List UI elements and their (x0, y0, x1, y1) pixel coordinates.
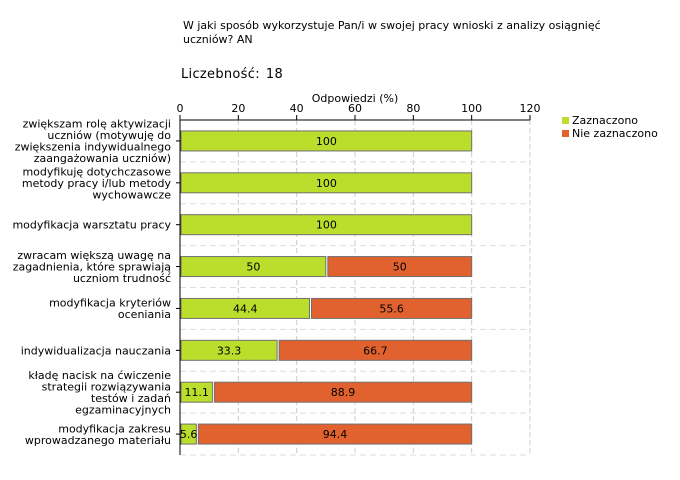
category-label-line: zwracam większą uwagę na (17, 249, 171, 262)
bar-zaznaczono (180, 214, 473, 236)
bar-value-label: 100 (316, 177, 337, 190)
x-tick-label: 40 (290, 102, 304, 115)
bar-nie-zaznaczono (197, 423, 473, 445)
category-label-line: wprowadzanego materiału (25, 434, 171, 447)
category-label-line: strategii rozwiązywania (42, 380, 171, 393)
x-axis-title: Odpowiedzi (%) (312, 92, 399, 105)
bar-value-label: 94.4 (323, 428, 348, 441)
legend-swatch (562, 117, 569, 124)
bar-nie-zaznaczono (213, 381, 473, 403)
category-label-line: modyfikacja zakresu (58, 422, 171, 435)
category-label: kładę nacisk na ćwiczenie strategii rozwi… (28, 369, 171, 417)
bar-zaznaczono (180, 297, 310, 319)
category-label-line: zwiększenia indywidualnego (15, 141, 172, 154)
bar-zaznaczono (180, 381, 213, 403)
category-label: modyfikacja kryteriów oceniania (49, 297, 171, 322)
category-label-line: metody pracy i/lub metody (22, 177, 172, 190)
bar-value-label: 33.3 (217, 344, 242, 357)
bar-nie-zaznaczono (327, 256, 473, 278)
category-label: modyfikacja zakresu wprowadzanego materia… (25, 422, 171, 447)
bar-value-label: 55.6 (379, 302, 404, 315)
category-label: zwiększam rolę aktywizacji uczniów (motyw… (15, 118, 172, 166)
x-tick-label: 60 (348, 102, 362, 115)
category-label-line: uczniom trudność (73, 272, 171, 285)
bar-value-label: 50 (393, 261, 407, 274)
sample-size-value: 18 (265, 67, 284, 82)
category-label: modyfikuję dotychczasowe metody pracy i/l… (22, 165, 172, 201)
category-label-line: zwiększam rolę aktywizacji (23, 118, 171, 131)
category-label-line: indywidualizacja nauczania (21, 344, 171, 357)
bar-zaznaczono (180, 130, 473, 152)
bar-nie-zaznaczono (311, 297, 473, 319)
bar-value-label: 66.7 (363, 344, 388, 357)
category-label: zwracam większą uwagę na zagadnienia, któ… (13, 249, 172, 285)
x-tick-label: 120 (520, 102, 541, 115)
bar-zaznaczono (180, 256, 327, 278)
category-label-line: zagadnienia, które sprawiają (13, 261, 172, 274)
bar-zaznaczono (180, 423, 197, 445)
bar-value-label: 50 (246, 261, 260, 274)
chart-title: W jaki sposób wykorzystuje Pan/i w swoje… (183, 19, 601, 46)
category-label-line: kładę nacisk na ćwiczenie (28, 369, 171, 382)
x-tick-label: 100 (461, 102, 482, 115)
sample-size: Liczebność: 18 (181, 67, 283, 82)
bar-nie-zaznaczono (278, 339, 473, 361)
x-tick-label: 80 (406, 102, 420, 115)
bar-value-label: 100 (316, 219, 337, 232)
category-label-line: egzaminacyjnych (75, 403, 171, 416)
bar-value-label: 100 (316, 135, 337, 148)
category-label-line: modyfikacja kryteriów (49, 297, 171, 310)
category-label-line: oceniania (118, 308, 171, 321)
bar-value-label: 88.9 (331, 386, 356, 399)
category-label-line: uczniów (motywuję do (47, 129, 171, 142)
x-tick-label: 20 (231, 102, 245, 115)
bar-value-label: 11.1 (184, 386, 209, 399)
legend-swatch (562, 130, 569, 137)
category-label-line: zaangażowania uczniów) (34, 152, 171, 165)
category-label-line: modyfikuję dotychczasowe (22, 165, 171, 178)
legend-label: Nie zaznaczono (572, 127, 658, 140)
bar-zaznaczono (180, 339, 278, 361)
category-label-line: wychowawcze (92, 188, 171, 201)
category-label-line: testów i zadań (91, 392, 171, 405)
bar-zaznaczono (180, 172, 473, 194)
category-label-line: modyfikacja warsztatu pracy (12, 219, 171, 232)
x-tick-label: 0 (177, 102, 184, 115)
legend-label: Zaznaczono (572, 114, 638, 127)
bar-value-label: 44.4 (233, 302, 258, 315)
category-label: indywidualizacja nauczania (21, 344, 171, 357)
sample-size-label: Liczebność: (181, 67, 260, 82)
category-label: modyfikacja warsztatu pracy (12, 219, 171, 232)
bar-value-label: 5.6 (180, 428, 198, 441)
